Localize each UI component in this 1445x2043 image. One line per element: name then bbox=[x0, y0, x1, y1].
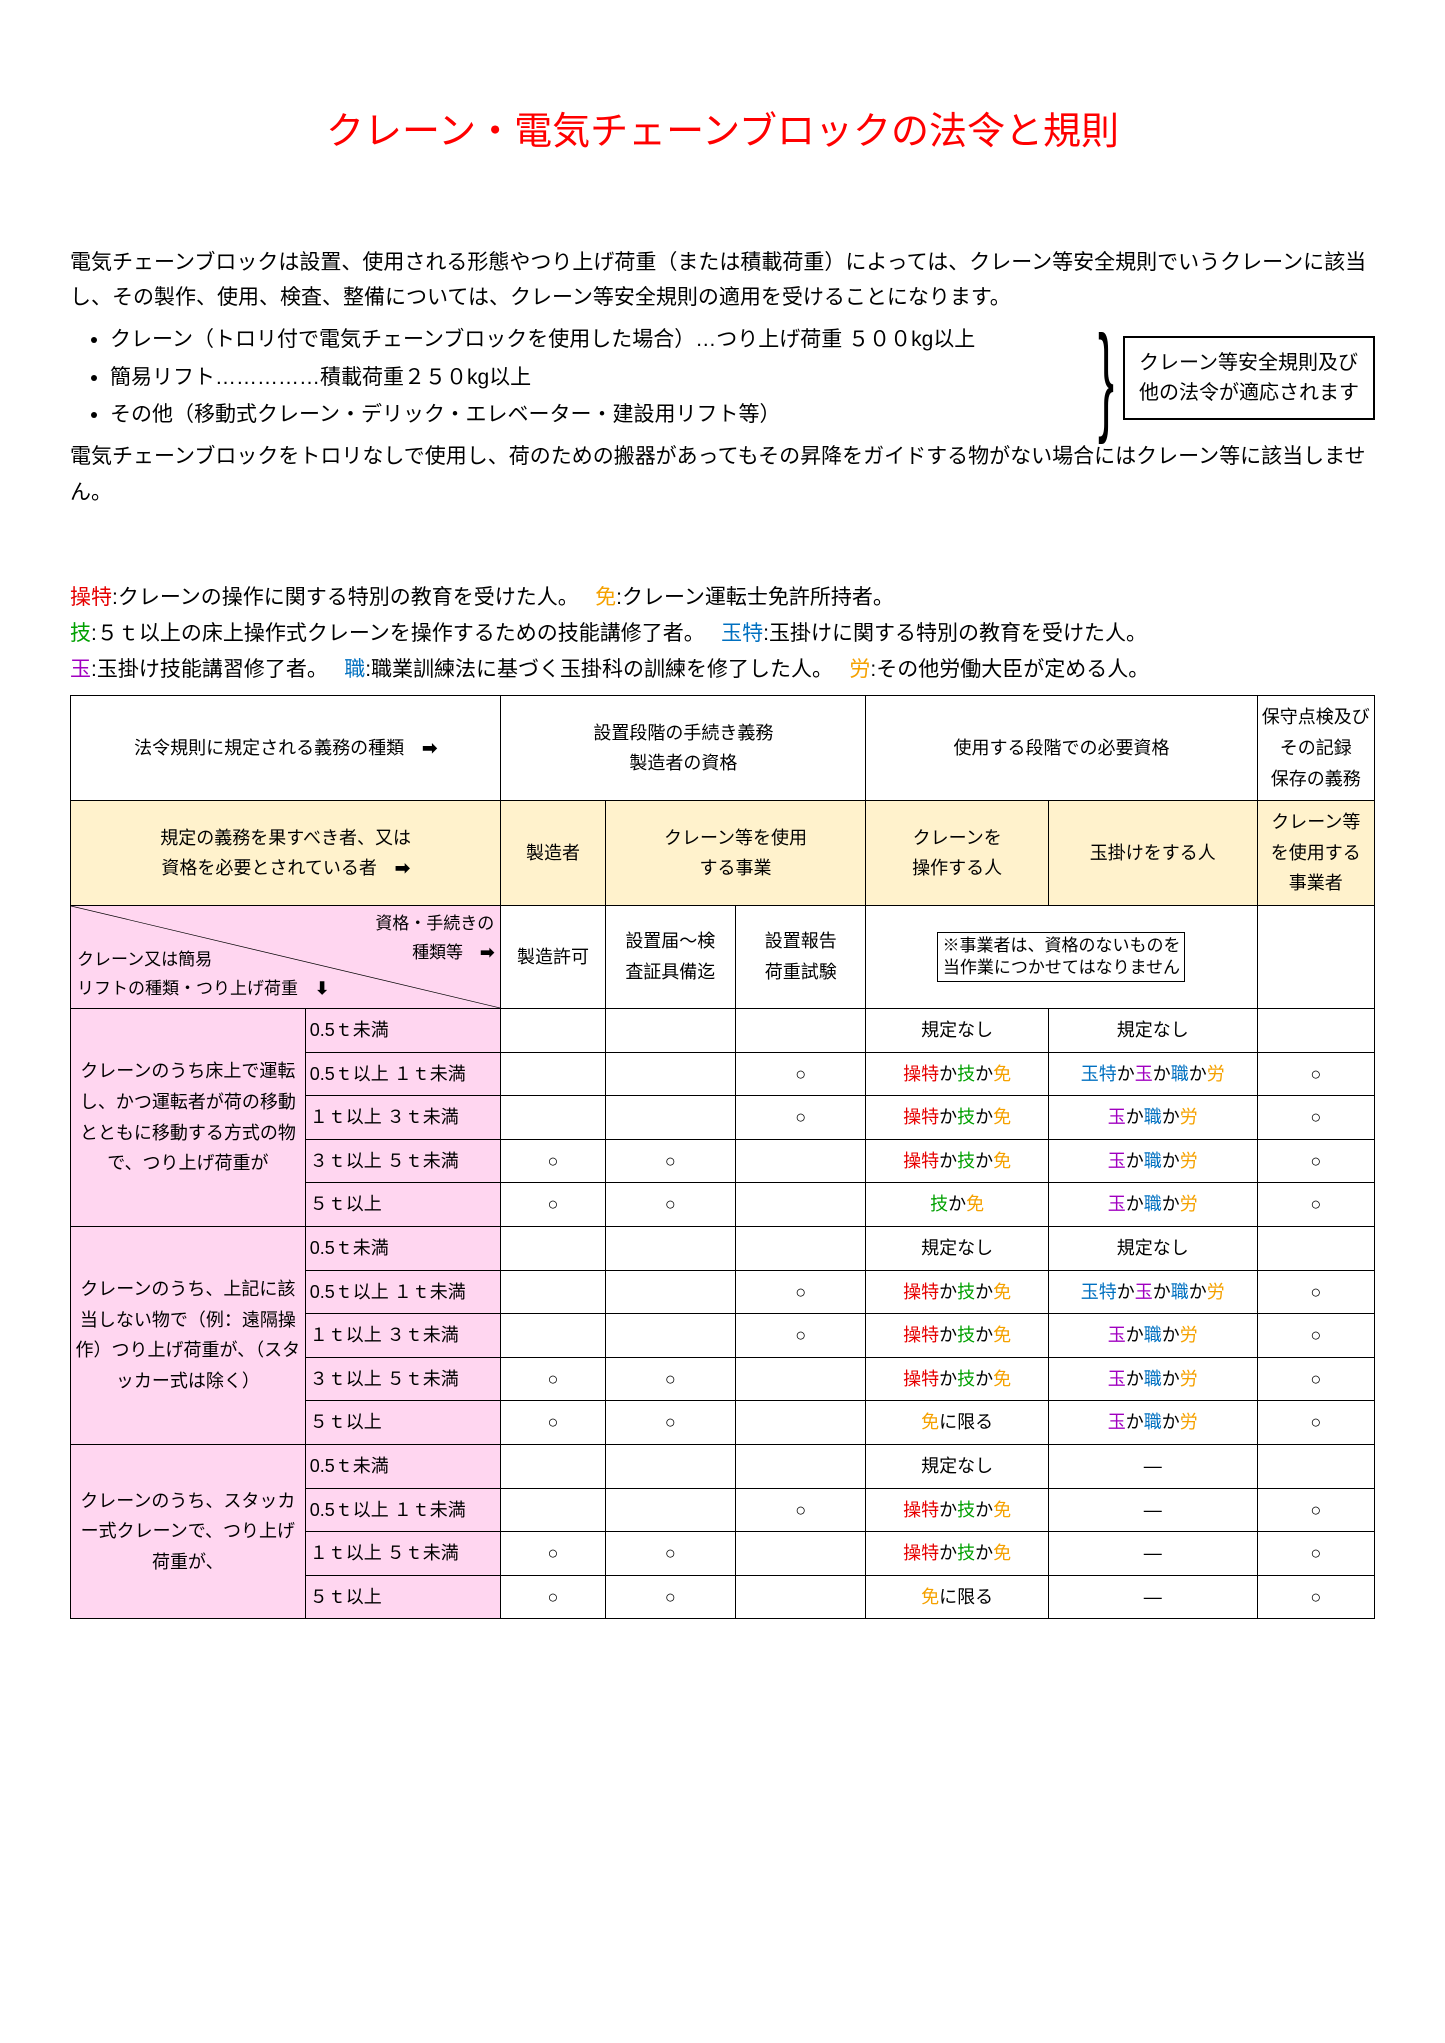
bullet-item: クレーン（トロリ付で電気チェーンブロックを使用した場合）…つり上げ荷重 ５００k… bbox=[110, 322, 1089, 358]
legend-term: 玉 bbox=[70, 658, 91, 681]
legend-term: 操特 bbox=[70, 586, 112, 609]
intro-para-2: 電気チェーンブロックをトロリなしで使用し、荷のための搬器があってもその昇降をガイ… bbox=[70, 439, 1375, 510]
intro-para-1: 電気チェーンブロックは設置、使用される形態やつり上げ荷重（または積載荷重）によっ… bbox=[70, 245, 1375, 316]
bullet-item: その他（移動式クレーン・デリック・エレベーター・建設用リフト等） bbox=[110, 397, 1089, 433]
page-title: クレーン・電気チェーンブロックの法令と規則 bbox=[70, 100, 1375, 165]
brace-icon: } bbox=[1098, 324, 1114, 432]
bullet-list: クレーン（トロリ付で電気チェーンブロックを使用した場合）…つり上げ荷重 ５００k… bbox=[70, 320, 1089, 435]
legend-term: 労 bbox=[849, 658, 870, 681]
note-box: クレーン等安全規則及び 他の法令が適応されます bbox=[1123, 336, 1375, 420]
regulation-table: 法令規則に規定される義務の種類 ➡設置段階の手続き義務製造者の資格使用する段階で… bbox=[70, 695, 1375, 1619]
bullet-item: 簡易リフト……………積載荷重２５０kg以上 bbox=[110, 360, 1089, 396]
intro-block: 電気チェーンブロックは設置、使用される形態やつり上げ荷重（または積載荷重）によっ… bbox=[70, 245, 1375, 511]
legend-term: 技 bbox=[70, 622, 91, 645]
legend-block: 操特:クレーンの操作に関する特別の教育を受けた人。 免:クレーン運転士免許所持者… bbox=[70, 580, 1375, 687]
legend-term: 玉特 bbox=[721, 622, 763, 645]
legend-term: 免 bbox=[595, 586, 616, 609]
legend-term: 職 bbox=[344, 658, 365, 681]
